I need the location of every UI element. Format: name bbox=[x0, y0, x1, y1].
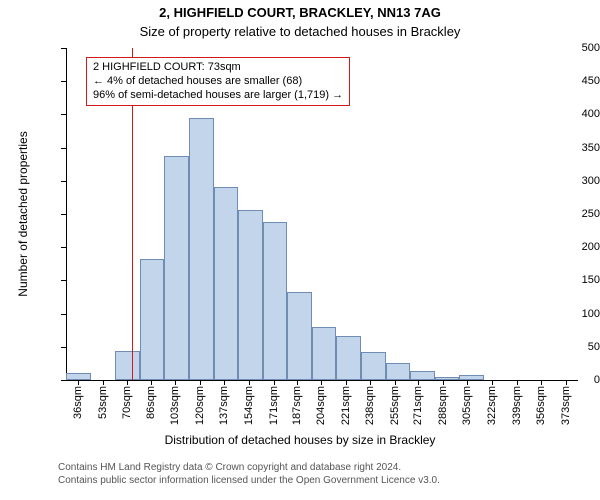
x-tick-mark bbox=[274, 380, 275, 385]
x-axis-label: Distribution of detached houses by size … bbox=[0, 433, 600, 447]
x-tick-mark bbox=[541, 380, 542, 385]
histogram-bar bbox=[238, 210, 263, 380]
x-tick-mark bbox=[566, 380, 567, 385]
y-tick-mark bbox=[61, 280, 66, 281]
x-tick-mark bbox=[297, 380, 298, 385]
x-tick-label: 356sqm bbox=[535, 386, 547, 425]
y-tick-label: 400 bbox=[544, 108, 600, 120]
x-tick-mark bbox=[418, 380, 419, 385]
annotation-line3: 96% of semi-detached houses are larger (… bbox=[93, 89, 343, 103]
y-tick-label: 300 bbox=[544, 175, 600, 187]
x-tick-mark bbox=[346, 380, 347, 385]
x-tick-mark bbox=[200, 380, 201, 385]
footer-line2: Contains public sector information licen… bbox=[58, 475, 440, 488]
y-axis-label: Number of detached properties bbox=[16, 48, 30, 380]
x-tick-label: 305sqm bbox=[461, 386, 473, 425]
x-tick-mark bbox=[249, 380, 250, 385]
histogram-bar bbox=[214, 187, 239, 380]
x-tick-label: 53sqm bbox=[97, 386, 109, 419]
x-tick-mark bbox=[395, 380, 396, 385]
y-tick-mark bbox=[61, 380, 66, 381]
x-tick-label: 70sqm bbox=[121, 386, 133, 419]
y-tick-label: 50 bbox=[544, 341, 600, 353]
x-tick-label: 255sqm bbox=[389, 386, 401, 425]
x-tick-label: 322sqm bbox=[486, 386, 498, 425]
x-tick-mark bbox=[103, 380, 104, 385]
x-tick-label: 271sqm bbox=[412, 386, 424, 425]
y-tick-mark bbox=[61, 114, 66, 115]
y-tick-mark bbox=[61, 181, 66, 182]
histogram-bar bbox=[140, 259, 165, 381]
x-tick-label: 204sqm bbox=[315, 386, 327, 425]
x-tick-label: 137sqm bbox=[218, 386, 230, 425]
footer-line1: Contains HM Land Registry data © Crown c… bbox=[58, 462, 440, 475]
x-tick-mark bbox=[224, 380, 225, 385]
y-tick-label: 450 bbox=[544, 75, 600, 87]
x-tick-label: 171sqm bbox=[268, 386, 280, 425]
y-tick-label: 100 bbox=[544, 308, 600, 320]
x-tick-label: 373sqm bbox=[560, 386, 572, 425]
annotation-line2: ← 4% of detached houses are smaller (68) bbox=[93, 75, 343, 89]
histogram-bar bbox=[435, 377, 460, 380]
chart-title-line1: 2, HIGHFIELD COURT, BRACKLEY, NN13 7AG bbox=[0, 5, 600, 20]
y-tick-mark bbox=[61, 148, 66, 149]
x-tick-mark bbox=[492, 380, 493, 385]
x-tick-mark bbox=[517, 380, 518, 385]
x-tick-label: 187sqm bbox=[291, 386, 303, 425]
histogram-bar bbox=[115, 351, 140, 380]
x-tick-mark bbox=[467, 380, 468, 385]
x-tick-mark bbox=[443, 380, 444, 385]
y-tick-mark bbox=[61, 347, 66, 348]
histogram-bar bbox=[66, 373, 91, 380]
annotation-box: 2 HIGHFIELD COURT: 73sqm ← 4% of detache… bbox=[86, 57, 350, 106]
x-tick-mark bbox=[127, 380, 128, 385]
x-tick-label: 288sqm bbox=[437, 386, 449, 425]
chart-container: { "title_line1": "2, HIGHFIELD COURT, BR… bbox=[0, 0, 600, 500]
histogram-bar bbox=[312, 327, 337, 380]
y-tick-label: 500 bbox=[544, 42, 600, 54]
y-tick-mark bbox=[61, 214, 66, 215]
x-tick-label: 154sqm bbox=[243, 386, 255, 425]
histogram-bar bbox=[459, 375, 484, 380]
y-tick-mark bbox=[61, 81, 66, 82]
y-tick-mark bbox=[61, 247, 66, 248]
attribution-footer: Contains HM Land Registry data © Crown c… bbox=[58, 462, 440, 487]
x-tick-label: 221sqm bbox=[340, 386, 352, 425]
x-tick-label: 103sqm bbox=[169, 386, 181, 425]
y-tick-label: 0 bbox=[544, 374, 600, 386]
y-tick-label: 200 bbox=[544, 241, 600, 253]
x-tick-mark bbox=[151, 380, 152, 385]
histogram-bar bbox=[164, 156, 189, 380]
y-tick-label: 250 bbox=[544, 208, 600, 220]
histogram-bar bbox=[386, 363, 411, 380]
y-tick-mark bbox=[61, 48, 66, 49]
histogram-bar bbox=[361, 352, 386, 380]
histogram-bar bbox=[410, 371, 435, 380]
chart-title-line2: Size of property relative to detached ho… bbox=[0, 24, 600, 39]
y-tick-mark bbox=[61, 314, 66, 315]
histogram-bar bbox=[263, 222, 288, 380]
histogram-bar bbox=[336, 336, 361, 380]
plot-area: 2 HIGHFIELD COURT: 73sqm ← 4% of detache… bbox=[66, 48, 578, 380]
x-tick-label: 238sqm bbox=[364, 386, 376, 425]
x-tick-mark bbox=[321, 380, 322, 385]
histogram-bar bbox=[189, 118, 214, 380]
histogram-bar bbox=[287, 292, 312, 380]
x-tick-label: 339sqm bbox=[511, 386, 523, 425]
annotation-line1: 2 HIGHFIELD COURT: 73sqm bbox=[93, 61, 343, 75]
x-tick-label: 86sqm bbox=[145, 386, 157, 419]
x-tick-mark bbox=[78, 380, 79, 385]
y-tick-label: 350 bbox=[544, 142, 600, 154]
x-tick-label: 120sqm bbox=[194, 386, 206, 425]
y-tick-label: 150 bbox=[544, 274, 600, 286]
x-tick-mark bbox=[175, 380, 176, 385]
x-tick-label: 36sqm bbox=[72, 386, 84, 419]
x-tick-mark bbox=[370, 380, 371, 385]
